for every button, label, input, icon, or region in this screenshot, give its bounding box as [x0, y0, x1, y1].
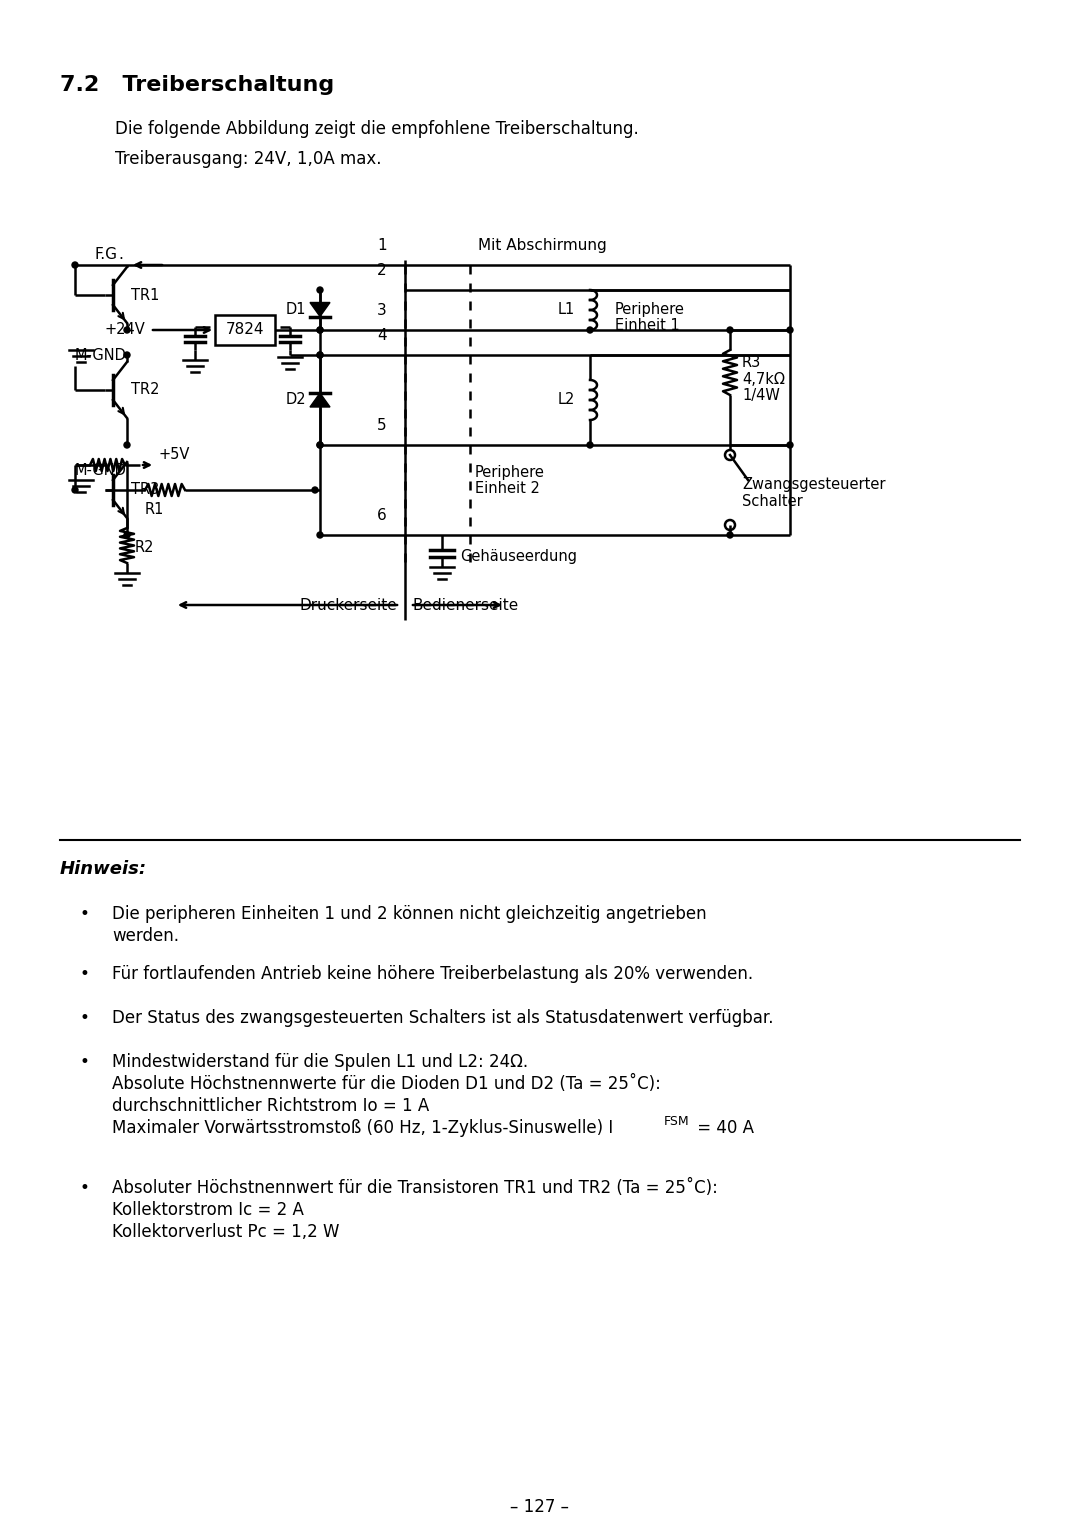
Text: +24V: +24V [105, 322, 145, 338]
Circle shape [318, 327, 323, 333]
Text: Bedienerseite: Bedienerseite [413, 597, 519, 613]
Text: 6: 6 [377, 507, 387, 523]
Text: FSM: FSM [664, 1115, 690, 1128]
Circle shape [124, 442, 130, 448]
Text: 4: 4 [377, 329, 387, 342]
Text: 1: 1 [377, 238, 387, 254]
Text: 4,7kΩ: 4,7kΩ [742, 371, 785, 387]
Text: D1: D1 [285, 303, 306, 316]
Text: Mit Abschirmung: Mit Abschirmung [478, 238, 607, 254]
Text: Schalter: Schalter [742, 495, 802, 509]
Circle shape [727, 532, 733, 538]
Text: •: • [80, 1180, 90, 1196]
Text: R2: R2 [135, 541, 154, 556]
Text: •: • [80, 905, 90, 923]
Text: +5V: +5V [158, 448, 189, 461]
Circle shape [312, 487, 318, 494]
Circle shape [787, 442, 793, 448]
Circle shape [318, 532, 323, 538]
Circle shape [727, 327, 733, 333]
Text: Periphere: Periphere [475, 465, 545, 480]
Text: TR3: TR3 [131, 483, 159, 498]
Text: 1/4W: 1/4W [742, 388, 780, 403]
Text: D2: D2 [285, 393, 306, 408]
Text: Der Status des zwangsgesteuerten Schalters ist als Statusdatenwert verfügbar.: Der Status des zwangsgesteuerten Schalte… [112, 1008, 773, 1027]
Text: .: . [118, 248, 123, 261]
Text: M-GND: M-GND [75, 463, 126, 478]
Text: Absolute Höchstnennwerte für die Dioden D1 und D2 (Ta = 25˚C):: Absolute Höchstnennwerte für die Dioden … [112, 1076, 661, 1093]
Text: TR1: TR1 [131, 287, 160, 303]
Text: Maximaler Vorwärtsstromstoß (60 Hz, 1-Zyklus-Sinuswelle) I: Maximaler Vorwärtsstromstoß (60 Hz, 1-Zy… [112, 1118, 613, 1137]
Circle shape [318, 351, 323, 358]
Circle shape [124, 351, 130, 358]
Circle shape [787, 327, 793, 333]
Circle shape [318, 287, 323, 293]
Text: Die peripheren Einheiten 1 und 2 können nicht gleichzeitig angetrieben: Die peripheren Einheiten 1 und 2 können … [112, 905, 706, 923]
Text: 3: 3 [377, 303, 387, 318]
Text: 7824: 7824 [226, 322, 265, 338]
Text: Treiberausgang: 24V, 1,0A max.: Treiberausgang: 24V, 1,0A max. [114, 150, 381, 168]
Circle shape [124, 532, 130, 538]
Text: TR2: TR2 [131, 382, 160, 397]
Text: L2: L2 [557, 393, 575, 408]
Text: 5: 5 [377, 419, 387, 432]
Text: R1: R1 [145, 503, 164, 516]
Text: •: • [80, 1053, 90, 1071]
Text: Gehäuseerdung: Gehäuseerdung [460, 550, 577, 564]
Text: •: • [80, 1008, 90, 1027]
Text: M-GND: M-GND [75, 348, 126, 364]
Text: werden.: werden. [112, 927, 179, 944]
Text: – 127 –: – 127 – [511, 1497, 569, 1516]
Circle shape [318, 442, 323, 448]
Polygon shape [310, 393, 330, 406]
Text: L1: L1 [557, 303, 575, 318]
Text: 7.2   Treiberschaltung: 7.2 Treiberschaltung [60, 75, 334, 95]
Text: Einheit 1: Einheit 1 [615, 318, 679, 333]
Text: Periphere: Periphere [615, 303, 685, 316]
Circle shape [588, 327, 593, 333]
Text: R3: R3 [742, 354, 761, 370]
Circle shape [588, 442, 593, 448]
Text: Die folgende Abbildung zeigt die empfohlene Treiberschaltung.: Die folgende Abbildung zeigt die empfohl… [114, 121, 638, 138]
Circle shape [318, 442, 323, 448]
Text: Absoluter Höchstnennwert für die Transistoren TR1 und TR2 (Ta = 25˚C):: Absoluter Höchstnennwert für die Transis… [112, 1180, 718, 1196]
Circle shape [124, 327, 130, 333]
Circle shape [318, 351, 323, 358]
Circle shape [72, 487, 78, 494]
Text: F.G: F.G [95, 248, 118, 261]
Text: Für fortlaufenden Antrieb keine höhere Treiberbelastung als 20% verwenden.: Für fortlaufenden Antrieb keine höhere T… [112, 966, 753, 983]
Text: •: • [80, 966, 90, 983]
Circle shape [318, 327, 323, 333]
Text: Hinweis:: Hinweis: [60, 860, 147, 879]
Bar [215, 315, 275, 345]
Text: = 40 A: = 40 A [692, 1118, 754, 1137]
Text: Kollektorverlust Pc = 1,2 W: Kollektorverlust Pc = 1,2 W [112, 1222, 339, 1241]
Text: Einheit 2: Einheit 2 [475, 481, 540, 497]
Text: durchschnittlicher Richtstrom Io = 1 A: durchschnittlicher Richtstrom Io = 1 A [112, 1097, 429, 1115]
Text: Kollektorstrom Ic = 2 A: Kollektorstrom Ic = 2 A [112, 1201, 303, 1219]
Text: Druckerseite: Druckerseite [299, 597, 397, 613]
Circle shape [72, 261, 78, 267]
Polygon shape [310, 303, 330, 316]
Text: 2: 2 [377, 263, 387, 278]
Text: Zwangsgesteuerter: Zwangsgesteuerter [742, 477, 886, 492]
Text: Mindestwiderstand für die Spulen L1 und L2: 24Ω.: Mindestwiderstand für die Spulen L1 und … [112, 1053, 528, 1071]
